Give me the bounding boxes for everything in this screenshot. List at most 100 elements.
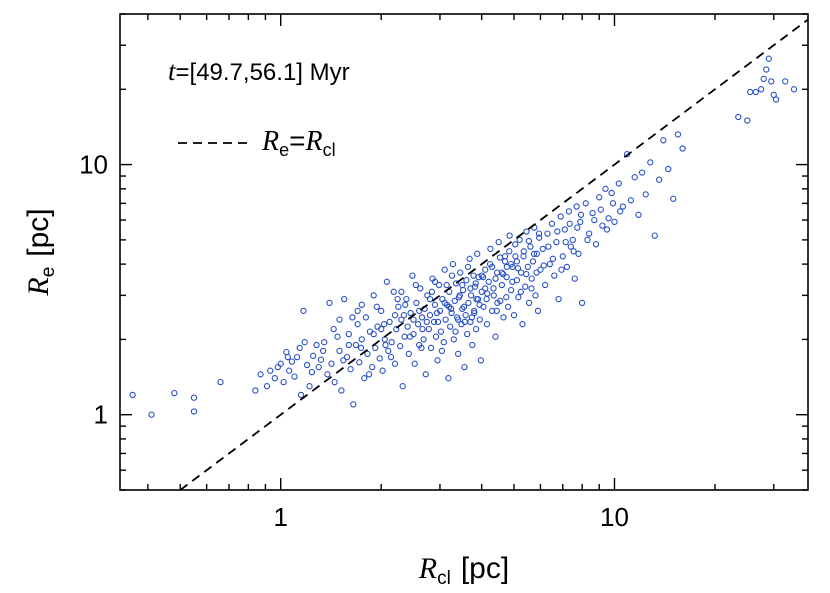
data-point [454, 316, 462, 323]
data-point [472, 325, 480, 333]
data-point [483, 295, 490, 303]
data-point [523, 270, 530, 278]
data-point [286, 367, 293, 374]
data-point [417, 285, 424, 292]
data-point [420, 336, 427, 343]
data-point [388, 339, 395, 346]
data-point [341, 295, 348, 303]
data-point [514, 265, 522, 272]
data-point [445, 375, 452, 382]
data-point [190, 394, 198, 401]
data-point [385, 347, 392, 355]
data-point [757, 86, 765, 93]
data-point [461, 318, 468, 326]
data-point [638, 169, 646, 176]
data-point [280, 378, 287, 386]
data-point [190, 408, 198, 415]
data-point [609, 200, 617, 207]
data-point [462, 312, 469, 319]
x-axis-unit: [pc] [461, 552, 509, 585]
data-point [599, 222, 606, 229]
data-point [602, 185, 609, 192]
data-point [309, 352, 317, 359]
data-point [477, 357, 485, 364]
data-point [651, 232, 658, 239]
data-point [419, 325, 426, 333]
y-axis-unit: [pc] [22, 208, 55, 256]
legend-rhs-subscript: cl [323, 140, 336, 160]
data-point [660, 137, 667, 144]
data-point [300, 307, 307, 315]
data-point [647, 159, 654, 166]
data-point [635, 211, 642, 218]
data-point [559, 253, 566, 260]
data-point [441, 266, 448, 273]
data-point [338, 387, 345, 394]
data-point [405, 350, 412, 358]
data-point [760, 75, 767, 83]
data-point [452, 280, 460, 287]
data-point [524, 263, 531, 271]
data-point [291, 373, 298, 380]
data-point [354, 307, 361, 315]
data-point [345, 330, 352, 338]
data-point [446, 303, 453, 310]
y-axis-label: Re [pc] [22, 208, 59, 296]
data-point [393, 325, 400, 333]
data-point [428, 288, 436, 295]
data-point [577, 218, 584, 226]
legend: Re=Rcl [178, 125, 336, 160]
data-point [319, 347, 327, 355]
data-point [533, 269, 540, 276]
data-point [482, 285, 489, 292]
data-point [387, 353, 395, 361]
data-point [476, 301, 483, 308]
data-point [535, 230, 543, 237]
data-point [330, 325, 337, 333]
data-point [478, 272, 485, 279]
y-tick-label-1: 1 [94, 400, 108, 430]
legend-lhs-subscript: e [279, 140, 289, 160]
axis-ticks-layer [120, 13, 808, 491]
data-point [148, 411, 155, 418]
data-point [605, 215, 612, 222]
data-point [315, 363, 322, 371]
data-point [431, 301, 439, 308]
data-point [467, 292, 475, 299]
data-point [498, 269, 506, 276]
data-point [545, 243, 552, 250]
data-point [485, 278, 492, 285]
data-point [790, 86, 798, 93]
data-point [336, 347, 343, 355]
data-point [763, 66, 770, 73]
x-axis-subscript: cl [437, 568, 451, 589]
legend-lhs-symbol: R [261, 126, 279, 157]
data-point [452, 328, 459, 335]
data-point [544, 230, 551, 237]
data-point [411, 360, 418, 367]
data-point [274, 363, 281, 371]
data-point [603, 226, 611, 233]
data-point [494, 299, 501, 307]
data-points-layer [129, 55, 798, 418]
data-point [592, 241, 600, 248]
data-point [565, 208, 573, 215]
data-point [370, 330, 377, 338]
data-point [354, 321, 361, 328]
data-point [503, 294, 510, 301]
data-point [410, 316, 417, 323]
data-point [679, 145, 686, 152]
data-point [345, 341, 352, 349]
data-point [324, 371, 331, 378]
data-point [464, 263, 472, 271]
data-point [321, 339, 328, 346]
data-point [525, 299, 533, 307]
data-point [589, 209, 596, 217]
data-point [503, 263, 511, 271]
data-point [467, 285, 474, 292]
data-point [500, 270, 507, 278]
data-point [459, 286, 467, 294]
data-point [528, 285, 535, 292]
data-point [391, 360, 399, 367]
data-point [343, 353, 351, 361]
